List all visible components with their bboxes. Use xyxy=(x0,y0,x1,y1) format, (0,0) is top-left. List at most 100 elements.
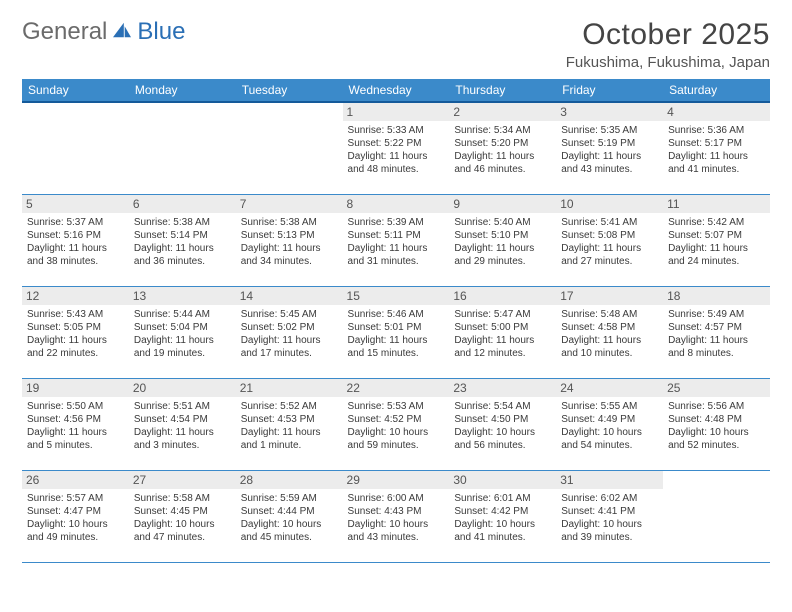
calendar-day-cell: 6Sunrise: 5:38 AMSunset: 5:14 PMDaylight… xyxy=(129,194,236,286)
sunrise-line: Sunrise: 6:02 AM xyxy=(561,492,658,505)
day-text: Sunrise: 5:34 AMSunset: 5:20 PMDaylight:… xyxy=(454,124,551,176)
sunrise-line: Sunrise: 5:36 AM xyxy=(668,124,765,137)
day-number: 13 xyxy=(129,287,236,305)
day-number: 12 xyxy=(22,287,129,305)
sunset-line: Sunset: 4:45 PM xyxy=(134,505,231,518)
sunrise-line: Sunrise: 5:59 AM xyxy=(241,492,338,505)
day-number: 31 xyxy=(556,471,663,489)
sunset-line: Sunset: 5:19 PM xyxy=(561,137,658,150)
calendar-day-cell: 30Sunrise: 6:01 AMSunset: 4:42 PMDayligh… xyxy=(449,470,556,562)
sunset-line: Sunset: 5:00 PM xyxy=(454,321,551,334)
daylight-line: Daylight: 11 hours and 43 minutes. xyxy=(561,150,658,176)
day-text: Sunrise: 5:36 AMSunset: 5:17 PMDaylight:… xyxy=(668,124,765,176)
calendar-day-cell: 1 Sunrise: 5:33 AMSunset: 5:22 PMDaylight… xyxy=(343,102,450,194)
day-number: 8 xyxy=(343,195,450,213)
daylight-line: Daylight: 10 hours and 56 minutes. xyxy=(454,426,551,452)
header: General Blue October 2025 Fukushima, Fuk… xyxy=(22,18,770,71)
day-number: 2 xyxy=(449,103,556,121)
day-number: 14 xyxy=(236,287,343,305)
calendar-day-cell: 4Sunrise: 5:36 AMSunset: 5:17 PMDaylight… xyxy=(663,102,770,194)
calendar-day-cell: 15 Sunrise: 5:46 AMSunset: 5:01 PMDayligh… xyxy=(343,286,450,378)
day-number: 27 xyxy=(129,471,236,489)
day-number: 15 xyxy=(343,287,450,305)
calendar-day-cell: 5Sunrise: 5:37 AMSunset: 5:16 PMDaylight… xyxy=(22,194,129,286)
day-text: Sunrise: 5:56 AMSunset: 4:48 PMDaylight:… xyxy=(668,400,765,452)
day-text: Sunrise: 5:47 AMSunset: 5:00 PMDaylight:… xyxy=(454,308,551,360)
daylight-line: Daylight: 11 hours and 24 minutes. xyxy=(668,242,765,268)
sunrise-line: Sunrise: 5:46 AM xyxy=(348,308,445,321)
daylight-line: Daylight: 11 hours and 5 minutes. xyxy=(27,426,124,452)
calendar-day-cell: 27 Sunrise: 5:58 AMSunset: 4:45 PMDayligh… xyxy=(129,470,236,562)
calendar-day-cell: 16 Sunrise: 5:47 AMSunset: 5:00 PMDayligh… xyxy=(449,286,556,378)
sunset-line: Sunset: 5:02 PM xyxy=(241,321,338,334)
calendar-day-cell: 29Sunrise: 6:00 AMSunset: 4:43 PMDayligh… xyxy=(343,470,450,562)
daylight-line: Daylight: 11 hours and 46 minutes. xyxy=(454,150,551,176)
day-number: 16 xyxy=(449,287,556,305)
day-number: 28 xyxy=(236,471,343,489)
sunset-line: Sunset: 5:17 PM xyxy=(668,137,765,150)
sunset-line: Sunset: 5:05 PM xyxy=(27,321,124,334)
sunrise-line: Sunrise: 5:34 AM xyxy=(454,124,551,137)
day-number: 19 xyxy=(22,379,129,397)
day-text: Sunrise: 5:33 AMSunset: 5:22 PMDaylight:… xyxy=(348,124,445,176)
sunset-line: Sunset: 5:13 PM xyxy=(241,229,338,242)
daylight-line: Daylight: 11 hours and 27 minutes. xyxy=(561,242,658,268)
calendar-day-cell: 8 Sunrise: 5:39 AMSunset: 5:11 PMDaylight… xyxy=(343,194,450,286)
calendar-week-row: 26Sunrise: 5:57 AMSunset: 4:47 PMDayligh… xyxy=(22,470,770,562)
month-title: October 2025 xyxy=(566,18,770,52)
calendar-day-cell: 20Sunrise: 5:51 AMSunset: 4:54 PMDayligh… xyxy=(129,378,236,470)
sunset-line: Sunset: 4:41 PM xyxy=(561,505,658,518)
day-text: Sunrise: 5:58 AMSunset: 4:45 PMDaylight:… xyxy=(134,492,231,544)
calendar-day-cell: 17Sunrise: 5:48 AMSunset: 4:58 PMDayligh… xyxy=(556,286,663,378)
daylight-line: Daylight: 11 hours and 1 minute. xyxy=(241,426,338,452)
sunset-line: Sunset: 4:58 PM xyxy=(561,321,658,334)
sunset-line: Sunset: 4:52 PM xyxy=(348,413,445,426)
daylight-line: Daylight: 11 hours and 36 minutes. xyxy=(134,242,231,268)
sunrise-line: Sunrise: 5:47 AM xyxy=(454,308,551,321)
calendar-table: Sunday Monday Tuesday Wednesday Thursday… xyxy=(22,79,770,563)
day-text: Sunrise: 5:43 AMSunset: 5:05 PMDaylight:… xyxy=(27,308,124,360)
day-text: Sunrise: 5:49 AMSunset: 4:57 PMDaylight:… xyxy=(668,308,765,360)
day-text: Sunrise: 5:45 AMSunset: 5:02 PMDaylight:… xyxy=(241,308,338,360)
daylight-line: Daylight: 11 hours and 38 minutes. xyxy=(27,242,124,268)
daylight-line: Daylight: 11 hours and 29 minutes. xyxy=(454,242,551,268)
sunrise-line: Sunrise: 5:38 AM xyxy=(134,216,231,229)
sunrise-line: Sunrise: 5:39 AM xyxy=(348,216,445,229)
daylight-line: Daylight: 10 hours and 47 minutes. xyxy=(134,518,231,544)
day-text: Sunrise: 6:00 AMSunset: 4:43 PMDaylight:… xyxy=(348,492,445,544)
calendar-day-cell: 23Sunrise: 5:54 AMSunset: 4:50 PMDayligh… xyxy=(449,378,556,470)
calendar-day-cell: 10Sunrise: 5:41 AMSunset: 5:08 PMDayligh… xyxy=(556,194,663,286)
sunset-line: Sunset: 5:11 PM xyxy=(348,229,445,242)
daylight-line: Daylight: 11 hours and 8 minutes. xyxy=(668,334,765,360)
day-text: Sunrise: 5:59 AMSunset: 4:44 PMDaylight:… xyxy=(241,492,338,544)
calendar-day-cell: 28 Sunrise: 5:59 AMSunset: 4:44 PMDayligh… xyxy=(236,470,343,562)
calendar-day-cell: 21Sunrise: 5:52 AMSunset: 4:53 PMDayligh… xyxy=(236,378,343,470)
weekday-header: Sunday xyxy=(22,79,129,102)
weekday-header: Tuesday xyxy=(236,79,343,102)
day-text: Sunrise: 5:50 AMSunset: 4:56 PMDaylight:… xyxy=(27,400,124,452)
daylight-line: Daylight: 11 hours and 15 minutes. xyxy=(348,334,445,360)
day-text: Sunrise: 5:35 AMSunset: 5:19 PMDaylight:… xyxy=(561,124,658,176)
sunset-line: Sunset: 5:22 PM xyxy=(348,137,445,150)
weekday-header: Friday xyxy=(556,79,663,102)
calendar-day-cell xyxy=(22,102,129,194)
calendar-day-cell: 13Sunrise: 5:44 AMSunset: 5:04 PMDayligh… xyxy=(129,286,236,378)
day-text: Sunrise: 5:52 AMSunset: 4:53 PMDaylight:… xyxy=(241,400,338,452)
day-number: 22 xyxy=(343,379,450,397)
calendar-day-cell: 26Sunrise: 5:57 AMSunset: 4:47 PMDayligh… xyxy=(22,470,129,562)
day-number: 18 xyxy=(663,287,770,305)
daylight-line: Daylight: 10 hours and 41 minutes. xyxy=(454,518,551,544)
day-text: Sunrise: 5:39 AMSunset: 5:11 PMDaylight:… xyxy=(348,216,445,268)
sunset-line: Sunset: 4:43 PM xyxy=(348,505,445,518)
day-text: Sunrise: 5:41 AMSunset: 5:08 PMDaylight:… xyxy=(561,216,658,268)
day-number: 1 xyxy=(343,103,450,121)
logo: General Blue xyxy=(22,18,185,46)
sunrise-line: Sunrise: 5:38 AM xyxy=(241,216,338,229)
sunset-line: Sunset: 4:47 PM xyxy=(27,505,124,518)
day-number: 23 xyxy=(449,379,556,397)
sunrise-line: Sunrise: 5:54 AM xyxy=(454,400,551,413)
sunrise-line: Sunrise: 5:50 AM xyxy=(27,400,124,413)
calendar-day-cell: 14 Sunrise: 5:45 AMSunset: 5:02 PMDayligh… xyxy=(236,286,343,378)
sunset-line: Sunset: 5:01 PM xyxy=(348,321,445,334)
daylight-line: Daylight: 10 hours and 49 minutes. xyxy=(27,518,124,544)
